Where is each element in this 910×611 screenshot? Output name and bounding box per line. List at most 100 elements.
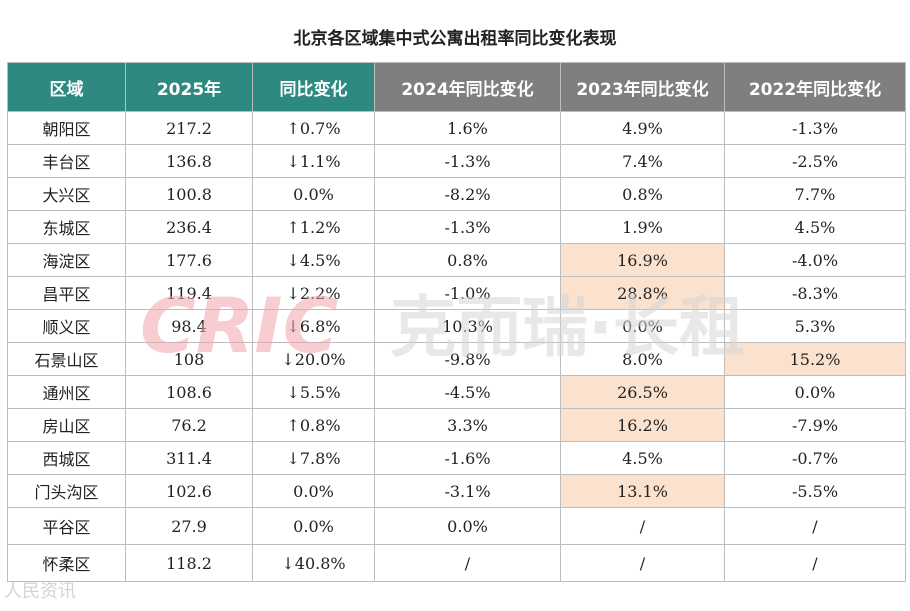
yoy-change-cell: ↑0.8% [252,408,375,442]
value-2025-cell: 311.4 [125,441,253,475]
yoy-2024-cell: 0.8% [374,243,561,277]
table-row: 怀柔区 118.2 ↓40.8% / / / [7,544,906,582]
yoy-2023-cell: / [560,544,725,582]
district-cell: 顺义区 [7,309,126,343]
value-2025-cell: 76.2 [125,408,253,442]
yoy-2024-cell: -9.8% [374,342,561,376]
table-row: 丰台区 136.8 ↓1.1% -1.3% 7.4% -2.5% [7,144,906,178]
table-row: 平谷区 27.9 0.0% 0.0% / / [7,507,906,545]
table-row: 通州区 108.6 ↓5.5% -4.5% 26.5% 0.0% [7,375,906,409]
header-2023-yoy: 2023年同比变化 [560,62,725,112]
yoy-2022-cell: / [724,507,906,545]
yoy-2023-cell: 1.9% [560,210,725,244]
yoy-2023-cell: 8.0% [560,342,725,376]
header-2025: 2025年 [125,62,253,112]
yoy-2023-cell: 16.2% [560,408,725,442]
yoy-change-cell: ↑0.7% [252,111,375,145]
yoy-2024-cell: 10.3% [374,309,561,343]
yoy-2024-cell: -3.1% [374,474,561,508]
yoy-2022-cell: 7.7% [724,177,906,211]
value-2025-cell: 102.6 [125,474,253,508]
value-2025-cell: 118.2 [125,544,253,582]
table-row: 昌平区 119.4 ↓2.2% -1.0% 28.8% -8.3% [7,276,906,310]
yoy-2023-cell: 13.1% [560,474,725,508]
yoy-2024-cell: -1.3% [374,144,561,178]
yoy-2022-cell: -0.7% [724,441,906,475]
yoy-2022-cell: 15.2% [724,342,906,376]
yoy-2022-cell: / [724,544,906,582]
header-district: 区域 [7,62,126,112]
table-row: 顺义区 98.4 ↓6.8% 10.3% 0.0% 5.3% [7,309,906,343]
district-cell: 怀柔区 [7,544,126,582]
yoy-2023-cell: 4.5% [560,441,725,475]
yoy-change-cell: ↓2.2% [252,276,375,310]
district-cell: 平谷区 [7,507,126,545]
value-2025-cell: 217.2 [125,111,253,145]
value-2025-cell: 108 [125,342,253,376]
yoy-2024-cell: -8.2% [374,177,561,211]
yoy-2022-cell: -4.0% [724,243,906,277]
district-cell: 朝阳区 [7,111,126,145]
table-row: 大兴区 100.8 0.0% -8.2% 0.8% 7.7% [7,177,906,211]
yoy-2023-cell: 4.9% [560,111,725,145]
yoy-change-cell: ↓20.0% [252,342,375,376]
yoy-2024-cell: -1.3% [374,210,561,244]
table-row: 门头沟区 102.6 0.0% -3.1% 13.1% -5.5% [7,474,906,508]
rental-rate-table: 区域 2025年 同比变化 2024年同比变化 2023年同比变化 2022年同… [7,62,906,582]
yoy-change-cell: ↓5.5% [252,375,375,409]
yoy-change-cell: ↓6.8% [252,309,375,343]
value-2025-cell: 177.6 [125,243,253,277]
district-cell: 门头沟区 [7,474,126,508]
district-cell: 石景山区 [7,342,126,376]
district-cell: 东城区 [7,210,126,244]
yoy-2024-cell: -1.6% [374,441,561,475]
yoy-2024-cell: 3.3% [374,408,561,442]
yoy-change-cell: 0.0% [252,177,375,211]
value-2025-cell: 108.6 [125,375,253,409]
table-title: 北京各区域集中式公寓出租率同比变化表现 [293,29,617,49]
yoy-change-cell: ↓1.1% [252,144,375,178]
district-cell: 房山区 [7,408,126,442]
yoy-change-cell: ↓40.8% [252,544,375,582]
table-row: 房山区 76.2 ↑0.8% 3.3% 16.2% -7.9% [7,408,906,442]
yoy-2022-cell: 4.5% [724,210,906,244]
yoy-2023-cell: 16.9% [560,243,725,277]
yoy-2023-cell: 28.8% [560,276,725,310]
yoy-change-cell: ↓7.8% [252,441,375,475]
value-2025-cell: 236.4 [125,210,253,244]
yoy-2023-cell: 26.5% [560,375,725,409]
yoy-change-cell: 0.0% [252,474,375,508]
yoy-2022-cell: -5.5% [724,474,906,508]
yoy-2024-cell: 1.6% [374,111,561,145]
value-2025-cell: 100.8 [125,177,253,211]
yoy-2022-cell: -2.5% [724,144,906,178]
yoy-2023-cell: 7.4% [560,144,725,178]
yoy-2024-cell: -1.0% [374,276,561,310]
district-cell: 西城区 [7,441,126,475]
yoy-2024-cell: 0.0% [374,507,561,545]
header-2024-yoy: 2024年同比变化 [374,62,561,112]
yoy-2024-cell: -4.5% [374,375,561,409]
source-watermark: 人民资讯 [4,581,76,602]
yoy-2022-cell: 5.3% [724,309,906,343]
header-row: 区域 2025年 同比变化 2024年同比变化 2023年同比变化 2022年同… [7,62,906,112]
header-2022-yoy: 2022年同比变化 [724,62,906,112]
district-cell: 丰台区 [7,144,126,178]
yoy-2022-cell: -1.3% [724,111,906,145]
yoy-2022-cell: -8.3% [724,276,906,310]
yoy-2022-cell: 0.0% [724,375,906,409]
yoy-change-cell: ↑1.2% [252,210,375,244]
yoy-2023-cell: 0.0% [560,309,725,343]
value-2025-cell: 136.8 [125,144,253,178]
yoy-2023-cell: / [560,507,725,545]
table-row: 海淀区 177.6 ↓4.5% 0.8% 16.9% -4.0% [7,243,906,277]
district-cell: 通州区 [7,375,126,409]
yoy-change-cell: ↓4.5% [252,243,375,277]
yoy-change-cell: 0.0% [252,507,375,545]
yoy-2024-cell: / [374,544,561,582]
table-row: 西城区 311.4 ↓7.8% -1.6% 4.5% -0.7% [7,441,906,475]
value-2025-cell: 119.4 [125,276,253,310]
table-row: 朝阳区 217.2 ↑0.7% 1.6% 4.9% -1.3% [7,111,906,145]
district-cell: 昌平区 [7,276,126,310]
header-yoy: 同比变化 [252,62,375,112]
